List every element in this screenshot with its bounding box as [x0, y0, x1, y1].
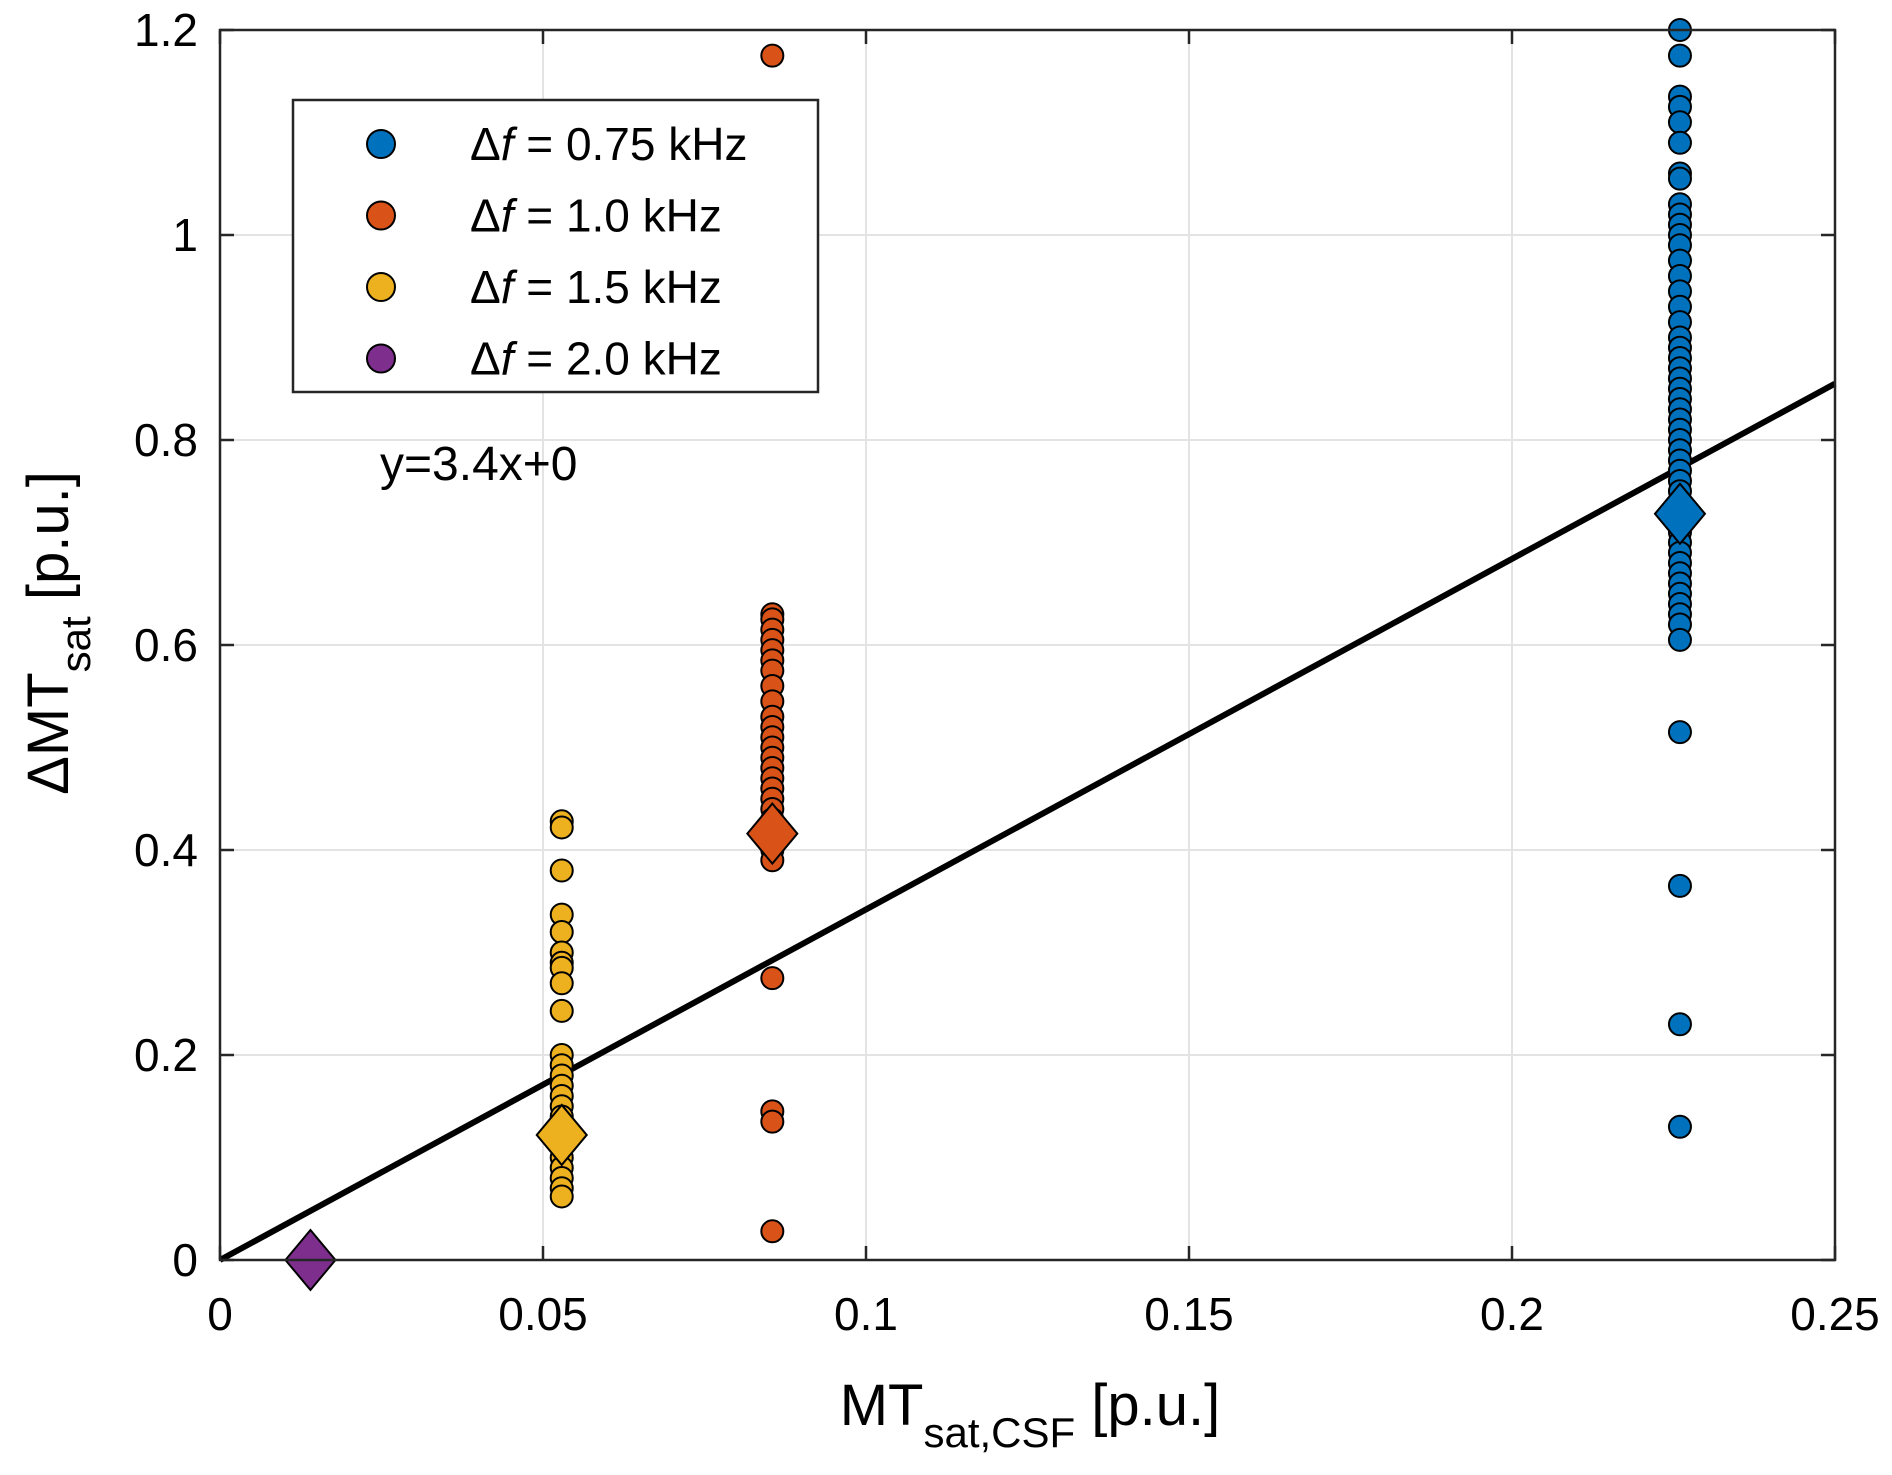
legend-marker	[366, 129, 396, 159]
mean-markers	[284, 482, 1707, 1292]
data-point-series-2	[549, 998, 574, 1023]
y-tick-label: 0	[172, 1234, 198, 1286]
y-tick-label: 1.2	[134, 4, 198, 56]
data-point-series-2	[549, 1184, 574, 1209]
data-point-series-2	[549, 920, 574, 944]
legend-marker	[366, 200, 396, 231]
data-point-series-0	[1667, 873, 1692, 898]
legend-entry-label: Δf = 1.0 kHz	[470, 190, 722, 242]
legend-entry-label: Δf = 2.0 kHz	[470, 333, 722, 385]
legend-marker	[366, 343, 396, 374]
tick-labels: 0 0.05 0.1 0.15 0.2 0.25 0 0.2 0.4 0.6 0.8 1 1.2	[134, 4, 1880, 1340]
data-point-series-0	[1667, 130, 1692, 155]
mean-marker-series-1	[746, 802, 799, 866]
data-point-series-0	[1667, 1012, 1692, 1037]
legend: Δf = 0.75 kHz Δf = 1.0 kHz Δf = 1.5 kHz Δf …	[291, 98, 820, 394]
x-axis-label-main: MT	[840, 1373, 924, 1438]
x-tick-label: 0.2	[1480, 1288, 1544, 1340]
legend-marker	[366, 272, 396, 302]
fit-line	[218, 380, 1837, 1263]
x-axis-label-subscript: sat,CSF	[923, 1409, 1075, 1456]
x-axis-label-unit: [p.u.]	[1075, 1373, 1220, 1438]
data-point-series-1	[760, 1219, 785, 1244]
y-axis-label-unit: [p.u.]	[16, 471, 81, 616]
y-axis-label-main: ΔMT	[16, 672, 81, 795]
mean-marker-series-0	[1653, 482, 1707, 546]
x-tick-label: 0.05	[498, 1288, 588, 1340]
mean-marker-series-2	[535, 1103, 589, 1167]
data-point-series-2	[549, 815, 574, 840]
y-tick-label: 0.6	[134, 619, 198, 671]
y-axis-label: ΔMTsat [p.u.]	[16, 471, 99, 795]
x-tick-label: 0.1	[834, 1288, 898, 1340]
legend-entry-label: Δf = 0.75 kHz	[470, 118, 747, 170]
y-tick-label: 0.8	[134, 414, 198, 466]
data-point-series-0	[1667, 110, 1692, 135]
x-tick-label: 0.15	[1144, 1288, 1234, 1340]
y-axis-label-subscript: sat	[52, 616, 99, 672]
data-point-series-1	[760, 1109, 785, 1134]
x-tick-label: 0	[207, 1288, 233, 1340]
data-point-series-2	[549, 971, 574, 996]
y-tick-label: 1	[172, 209, 198, 261]
data-point-series-1	[760, 966, 785, 991]
data-point-series-1	[760, 43, 785, 68]
fit-equation-label: y=3.4x+0	[380, 438, 577, 491]
fit-line-group	[218, 380, 1837, 1263]
x-axis-label: MTsat,CSF [p.u.]	[840, 1373, 1221, 1456]
data-point-series-0	[1667, 627, 1692, 652]
x-tick-label: 0.25	[1790, 1288, 1880, 1340]
y-tick-label: 0.2	[134, 1029, 198, 1081]
data-point-series-0	[1667, 1114, 1692, 1139]
data-point-series-0	[1667, 720, 1692, 745]
data-point-series-2	[549, 858, 574, 883]
data-point-series-0	[1667, 43, 1692, 68]
y-tick-label: 0.4	[134, 824, 198, 876]
data-point-series-0	[1667, 166, 1692, 191]
legend-entry-label: Δf = 1.5 kHz	[470, 261, 722, 313]
